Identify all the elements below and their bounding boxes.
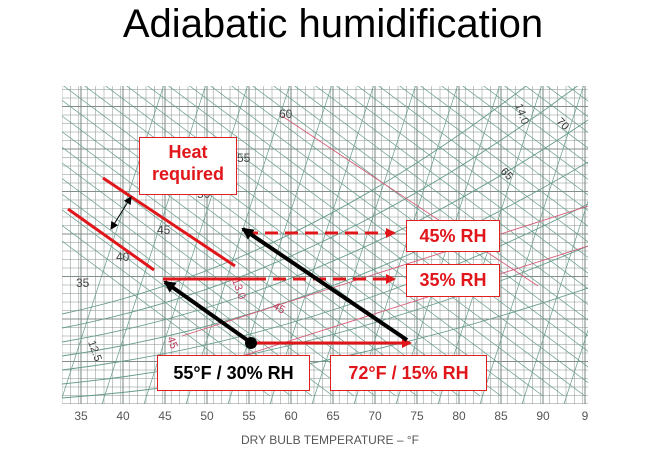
wet-bulb-diagonal <box>189 86 588 384</box>
volume-line <box>101 86 206 404</box>
wet-bulb-diagonal <box>504 86 588 149</box>
heat-required-text: Heat required <box>151 142 225 184</box>
wet-bulb-diagonal <box>640 46 666 396</box>
wet-bulb-label-45: 45 <box>157 223 171 237</box>
wet-bulb-diagonal <box>420 86 588 212</box>
wet-bulb-label-60: 60 <box>279 107 293 121</box>
wet-bulb-diagonal <box>126 86 544 397</box>
x-tick-label-90: 90 <box>536 409 550 423</box>
rh-curve <box>62 287 588 399</box>
state-hot-label: 72°F / 15% RH <box>330 355 487 391</box>
wet-bulb-diagonal <box>147 86 565 397</box>
volume-line <box>521 200 588 404</box>
x-tick-label-75: 75 <box>410 409 424 423</box>
volume-line <box>62 86 164 399</box>
rh-curve <box>62 119 588 343</box>
wet-bulb-diagonal <box>661 46 666 396</box>
wet-bulb-label-35: 35 <box>76 276 90 290</box>
volume-line <box>227 86 332 404</box>
x-tick-label-40: 40 <box>116 409 130 423</box>
volume-mark-13: 13.0 <box>229 277 248 301</box>
volume-line <box>185 86 290 404</box>
wet-bulb-diagonal <box>483 86 588 165</box>
x-tick-labels: 35 40 45 50 55 60 65 70 75 80 85 90 9 <box>74 409 588 423</box>
wet-bulb-diagonal <box>577 46 666 396</box>
wet-bulb-diagonal <box>619 46 666 396</box>
x-tick-label-80: 80 <box>452 409 466 423</box>
volume-line <box>143 86 248 404</box>
wet-bulb-label-55: 55 <box>237 151 251 165</box>
pink-guide-line <box>281 115 539 287</box>
wet-bulb-diagonal <box>546 86 588 118</box>
wet-bulb-diagonal <box>62 162 376 397</box>
wet-bulb-diagonal <box>62 115 439 397</box>
heat-required-indicator <box>67 176 236 272</box>
arrow-humidify-from-55 <box>163 280 252 344</box>
x-axis: 35 40 45 50 55 60 65 70 75 80 85 90 9 DRY BULB TEMPE… <box>74 409 588 447</box>
rh-curve <box>62 161 588 357</box>
slide-title: Adiabatic humidification <box>122 2 544 46</box>
wet-bulb-diagonal <box>62 209 313 397</box>
volume-mark-14: 14.0 <box>512 102 531 126</box>
pink-guide-line <box>181 205 588 337</box>
wet-bulb-diagonal <box>556 46 666 396</box>
process-arrows <box>163 227 412 349</box>
wet-bulb-diagonal <box>62 225 292 397</box>
x-tick-label-45: 45 <box>158 409 172 423</box>
rh-35-label: 35% RH <box>406 264 500 297</box>
wet-bulb-diagonal <box>210 86 588 368</box>
wet-bulb-diagonal <box>357 86 588 258</box>
heat-line-lower <box>67 207 155 272</box>
volume-line <box>479 86 584 404</box>
wet-bulb-diagonal <box>598 46 666 396</box>
pink-guide-line <box>241 245 588 357</box>
wet-bulb-diagonal <box>62 193 334 397</box>
wet-bulb-diagonal <box>168 86 586 397</box>
wet-bulb-diagonal <box>62 146 397 397</box>
wet-bulb-diagonal <box>105 86 523 397</box>
arrow-humidify-from-72 <box>241 227 409 342</box>
wet-bulb-diagonal <box>567 86 588 102</box>
x-tick-label-35: 35 <box>74 409 88 423</box>
wet-bulb-diagonal <box>525 86 588 133</box>
x-tick-label-60: 60 <box>284 409 298 423</box>
wet-bulb-diagonal <box>62 99 460 397</box>
volume-line <box>648 66 666 404</box>
wet-bulb-diagonal <box>336 86 588 274</box>
volume-line <box>311 86 416 404</box>
x-tick-label-85: 85 <box>494 409 508 423</box>
rh-curve <box>62 86 527 315</box>
x-tick-label-9: 9 <box>582 409 589 423</box>
state-point-55f <box>245 337 257 349</box>
wet-bulb-diagonal <box>462 86 588 180</box>
volume-line <box>606 66 666 404</box>
rh-curve <box>62 86 579 329</box>
state-start-label: 55°F / 30% RH <box>157 355 310 391</box>
volume-line <box>563 329 588 404</box>
wet-bulb-diagonal <box>378 86 588 243</box>
x-tick-label-50: 50 <box>200 409 214 423</box>
rh-45-label: 45% RH <box>406 220 500 252</box>
wet-bulb-diagonal <box>62 131 418 397</box>
wet-bulb-diagonal <box>399 86 588 227</box>
volume-mark-12-5: 12.5 <box>85 339 104 363</box>
pink-mark-45b: 45 <box>164 335 179 351</box>
x-tick-label-65: 65 <box>326 409 340 423</box>
rh-curve <box>62 203 588 371</box>
wet-bulb-label-40: 40 <box>116 250 130 264</box>
x-tick-label-55: 55 <box>242 409 256 423</box>
x-tick-label-70: 70 <box>368 409 382 423</box>
wet-bulb-diagonal <box>62 240 271 397</box>
heat-dimension-arrow <box>110 196 132 230</box>
pink-mark-45: 45 <box>271 300 288 317</box>
wet-bulb-labels: 60 55 50 45 40 35 <box>76 107 293 290</box>
heat-line-upper <box>102 176 236 268</box>
x-axis-label: DRY BULB TEMPERATURE – °F <box>241 433 419 447</box>
volume-line <box>269 86 374 404</box>
rh-curve <box>62 245 588 385</box>
wet-bulb-diagonal <box>441 86 588 196</box>
heat-required-label: Heat required <box>139 137 237 195</box>
